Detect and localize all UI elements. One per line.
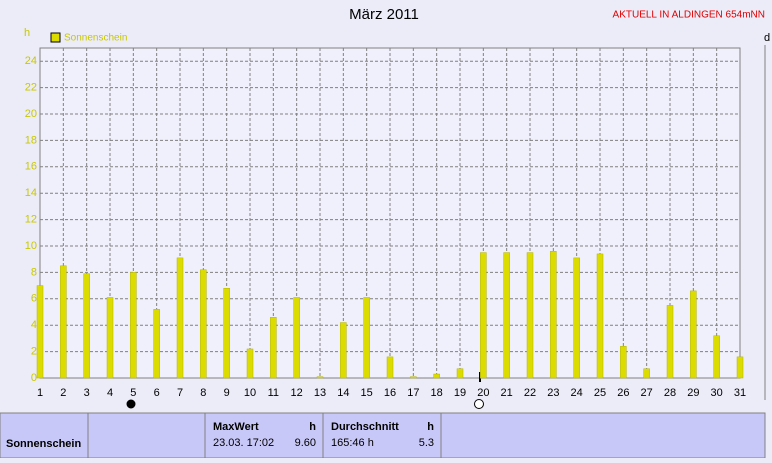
bar [526,252,534,379]
x-tick-label: 22 [524,387,536,399]
y-tick-label: 16 [25,161,37,173]
bar [643,368,650,379]
bar [363,297,370,379]
cell-text: 9.60 [295,437,316,449]
y-tick-label: 24 [25,55,37,67]
x-tick-label: 9 [224,387,230,399]
col-header: Durchschnitt [331,421,399,433]
bar [573,257,580,379]
x-tick-label: 8 [200,387,206,399]
x-tick-label: 15 [361,387,373,399]
y-tick-label: 10 [25,240,37,252]
y-tick-label: 20 [25,108,37,120]
x-tick-label: 21 [501,387,513,399]
cell-text: 5.3 [419,437,434,449]
bar [690,290,697,379]
bar [433,373,440,379]
x-tick-label: 7 [177,387,183,399]
bar [480,252,487,379]
x-tick-label: 27 [641,387,653,399]
y2-axis-label: d [764,32,770,44]
x-tick-label: 26 [617,387,629,399]
cell-text: 165:46 h [331,437,374,449]
bar [666,305,674,379]
x-tick-label: 4 [107,387,113,399]
x-tick-label: 2 [60,387,66,399]
full-moon-icon [474,399,484,409]
x-tick-label: 14 [337,387,349,399]
y-tick-label: 22 [25,82,37,94]
bar [410,376,417,379]
summary-table: Sonnenschein MaxWert h 23.03. 17:02 9.60… [0,412,766,459]
bar [106,297,114,379]
row-label: Sonnenschein [6,438,81,450]
bar [176,257,184,379]
x-tick-label: 13 [314,387,326,399]
x-tick-label: 29 [687,387,699,399]
bar [340,322,347,379]
x-tick-label: 20 [477,387,489,399]
legend-label: Sonnenschein [64,33,127,44]
table-bg [0,412,766,459]
x-tick-label: 23 [547,387,559,399]
x-tick-label: 25 [594,387,606,399]
x-tick-label: 28 [664,387,676,399]
x-tick-label: 6 [154,387,160,399]
x-tick-label: 30 [711,387,723,399]
bar [713,335,720,379]
bar [60,265,67,379]
bar [200,269,207,379]
x-tick-label: 5 [130,387,136,399]
y-tick-label: 4 [31,319,37,331]
x-tick-label: 12 [291,387,303,399]
bar [270,317,277,379]
y-tick-label: 2 [31,346,37,358]
bar [223,287,230,379]
bar [596,253,604,379]
y-tick-label: 14 [25,187,37,199]
bar [456,368,464,379]
y-tick-label: 12 [25,214,37,226]
x-tick-label: 19 [454,387,466,399]
bar [736,356,744,379]
bar [620,346,627,379]
bar [503,252,510,379]
new-moon-icon [126,399,136,409]
col-unit: h [427,421,434,433]
x-tick-label: 24 [571,387,583,399]
y-tick-label: 0 [31,372,37,384]
y-tick-label: 8 [31,266,37,278]
bar [36,285,44,379]
x-tick-label: 11 [268,387,279,399]
col-unit: h [309,421,316,433]
bar [153,309,160,379]
cell-text: 23.03. 17:02 [213,437,274,449]
bar [550,251,557,379]
x-tick-label: 16 [384,387,396,399]
bar [386,356,394,379]
y-axis-label: h [24,27,30,39]
y-tick-label: 6 [31,293,37,305]
bar [83,273,90,379]
x-tick-label: 1 [37,387,43,399]
station-note: AKTUELL IN ALDINGEN 654mNN [613,10,765,21]
x-tick-label: 17 [407,387,419,399]
x-tick-label: 3 [84,387,90,399]
chart-title: März 2011 [349,6,419,23]
bar [130,272,137,379]
x-tick-label: 10 [244,387,256,399]
x-tick-label: 18 [431,387,443,399]
legend-swatch [50,32,61,43]
bar [316,376,324,379]
bar [293,297,300,379]
bar [246,348,254,379]
x-tick-label: 31 [734,387,746,399]
y-tick-label: 18 [25,134,37,146]
col-header: MaxWert [213,421,259,433]
